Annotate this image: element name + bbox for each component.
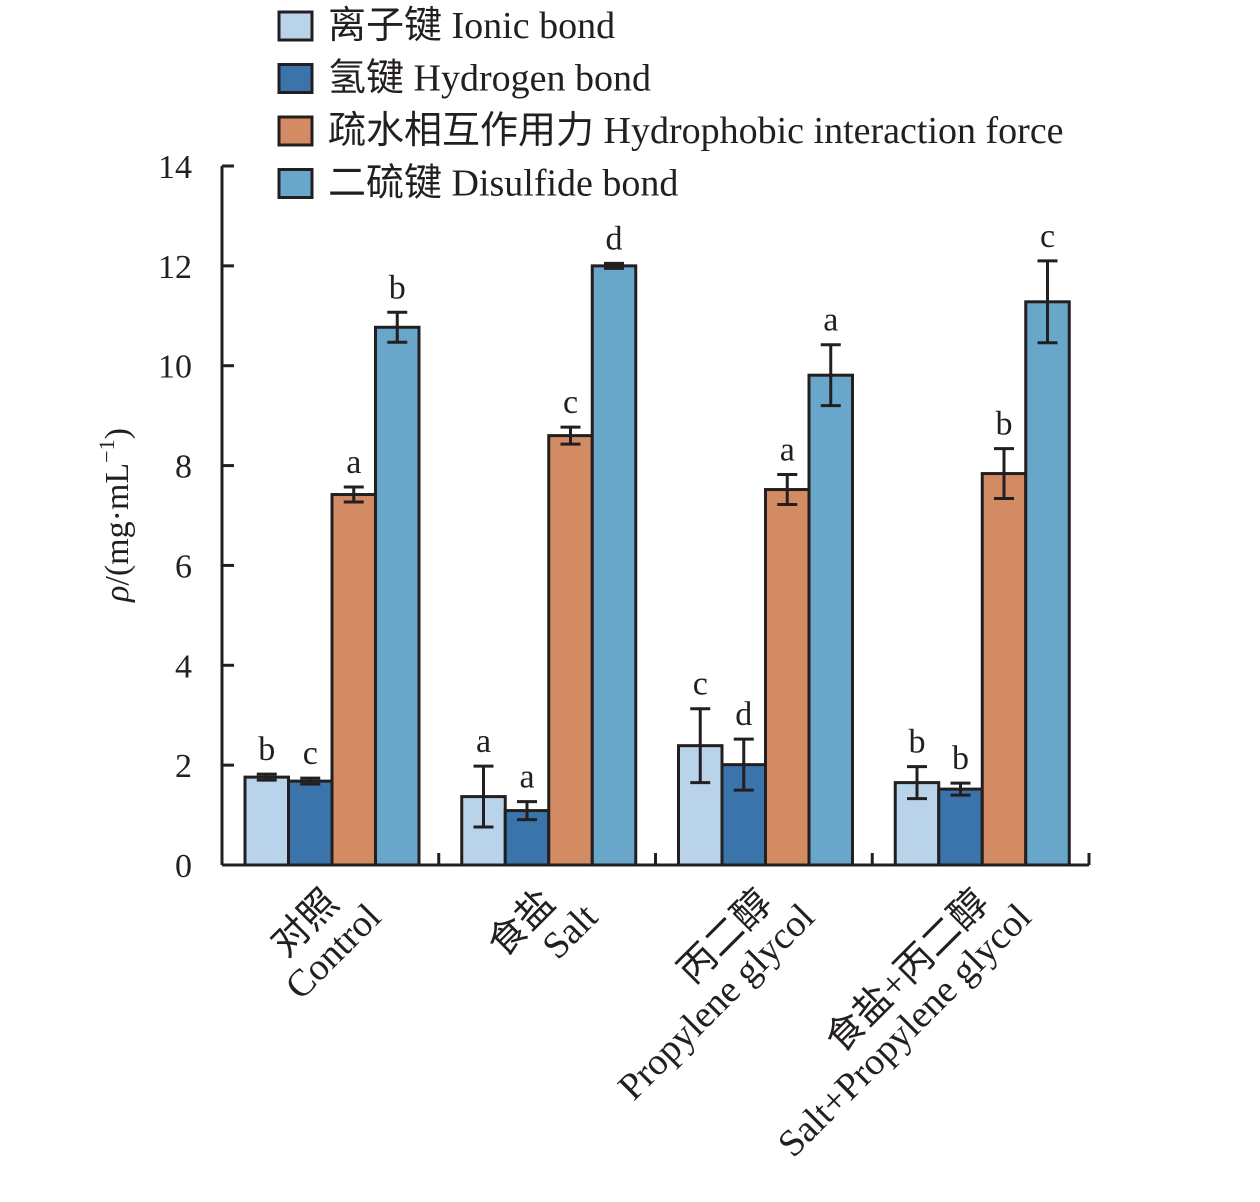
significance-label: d (606, 220, 623, 257)
bar (330, 493, 377, 867)
legend-label: 疏水相互作用力 Hydrophobic interaction force (328, 110, 1064, 152)
y-tick-label: 12 (158, 249, 192, 286)
bar (590, 264, 638, 867)
significance-label: a (519, 759, 534, 796)
error-bar (343, 485, 364, 504)
significance-label: a (780, 432, 795, 469)
y-label-close: ) (99, 428, 136, 439)
significance-label: a (476, 723, 491, 760)
bar (1024, 300, 1071, 867)
legend-item: 疏水相互作用力 Hydrophobic interaction force (277, 110, 1064, 152)
y-label-unit: /(mg·mL (99, 463, 136, 586)
y-axis-label: ρ/(mg·mL−1) (94, 428, 136, 603)
error-bar (950, 781, 971, 797)
legend-label: 离子键 Ionic bond (328, 5, 615, 47)
error-bar (473, 764, 494, 829)
significance-label: c (303, 735, 318, 772)
error-bars (256, 259, 1058, 829)
bar (980, 472, 1028, 867)
y-tick-label: 14 (158, 149, 192, 186)
bar (243, 775, 290, 867)
y-axis: 0 2 4 6 8 10 12 14 (158, 149, 234, 885)
y-tick-label: 6 (175, 548, 192, 585)
significance-label: a (823, 302, 838, 339)
error-bar (820, 343, 841, 408)
legend-swatch (277, 63, 314, 94)
y-label-symbol: ρ (99, 586, 136, 603)
legend-swatch (277, 10, 314, 42)
error-bar (256, 772, 277, 782)
error-bar (1037, 259, 1058, 345)
y-label-superscript: −1 (94, 439, 119, 462)
legend-label: 二硫键 Disulfide bond (328, 163, 678, 205)
significance-label: d (735, 696, 752, 733)
significance-label: b (996, 406, 1013, 443)
bar (937, 787, 984, 867)
legend-label: 氢键 Hydrogen bond (328, 58, 651, 100)
error-bar (517, 800, 537, 822)
legend: 离子键 Ionic bond 氢键 Hydrogen bond 疏水相互作用力 Hy… (277, 5, 1064, 205)
significance-label: b (258, 731, 275, 768)
error-bar (604, 261, 624, 270)
bar (287, 779, 334, 867)
y-tick-label: 8 (175, 449, 192, 486)
y-tick-label: 4 (175, 648, 192, 685)
bar (547, 434, 594, 867)
bars (243, 264, 1071, 867)
bar (764, 488, 811, 867)
significance-label: b (389, 269, 406, 306)
significance-label: b (909, 724, 926, 761)
legend-swatch (277, 168, 314, 199)
significance-label: a (346, 444, 361, 481)
legend-item: 二硫键 Disulfide bond (277, 163, 678, 205)
legend-item: 氢键 Hydrogen bond (277, 58, 651, 100)
error-bar (300, 776, 321, 786)
bar (807, 373, 854, 867)
y-tick-label: 10 (158, 349, 192, 386)
significance-label: b (952, 740, 969, 777)
bar (374, 325, 421, 867)
error-bar (994, 447, 1014, 501)
error-bar (387, 310, 408, 344)
y-tick-label: 0 (175, 848, 192, 885)
significance-label: c (563, 384, 578, 421)
error-bar (777, 473, 798, 507)
significance-label: c (693, 666, 708, 703)
error-bar (690, 707, 711, 785)
error-bar (907, 765, 927, 801)
significance-label: c (1040, 218, 1055, 255)
legend-item: 离子键 Ionic bond (277, 5, 615, 47)
error-bar (560, 425, 581, 446)
error-bar (733, 737, 754, 792)
y-tick-label: 2 (175, 748, 192, 785)
legend-swatch (277, 115, 314, 147)
